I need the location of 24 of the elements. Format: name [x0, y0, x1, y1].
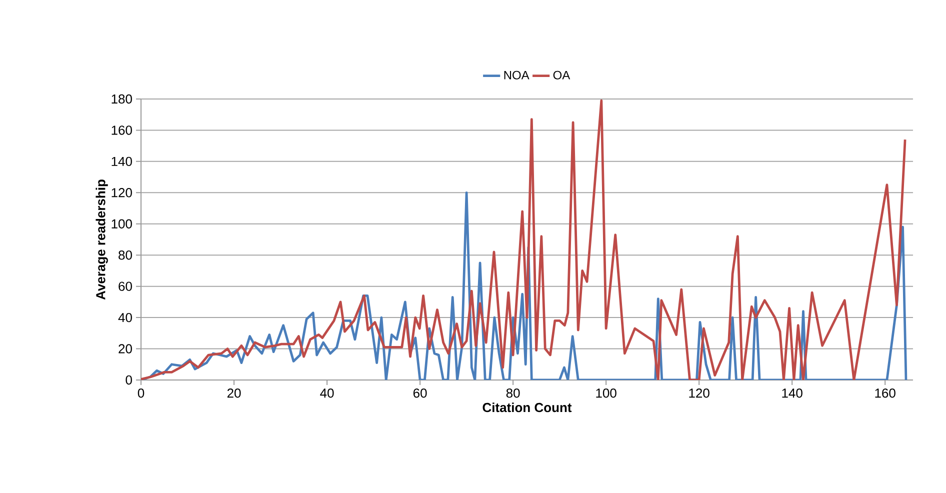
legend-label: OA [553, 70, 570, 80]
y-tick-label: 120 [112, 188, 132, 198]
y-tick-label: 100 [112, 219, 132, 228]
legend-label: NOA [504, 70, 530, 80]
y-tick-label: 160 [112, 126, 132, 135]
y-tick-label: 20 [118, 344, 132, 354]
y-axis-title: Average readership [96, 180, 108, 300]
line-series [141, 191, 908, 380]
x-tick-label: 80 [506, 388, 520, 398]
x-tick-label: 120 [689, 388, 710, 398]
x-tick-label: 20 [227, 388, 241, 398]
y-tick-label: 140 [112, 156, 132, 166]
y-tick-label: 80 [118, 250, 132, 260]
x-tick-label: 60 [413, 388, 427, 398]
y-tick-label: 60 [118, 282, 132, 291]
x-tick-label: 160 [875, 388, 896, 398]
y-tick-label: 40 [118, 312, 132, 322]
x-tick-label: 40 [320, 388, 334, 398]
x-tick-label: 0 [138, 388, 144, 398]
x-axis-title: Citation Count [482, 402, 572, 412]
y-tick-label: 180 [112, 94, 132, 104]
x-tick-label: 140 [782, 388, 802, 398]
y-tick-label: 0 [126, 375, 132, 385]
x-tick-label: 100 [596, 388, 616, 398]
